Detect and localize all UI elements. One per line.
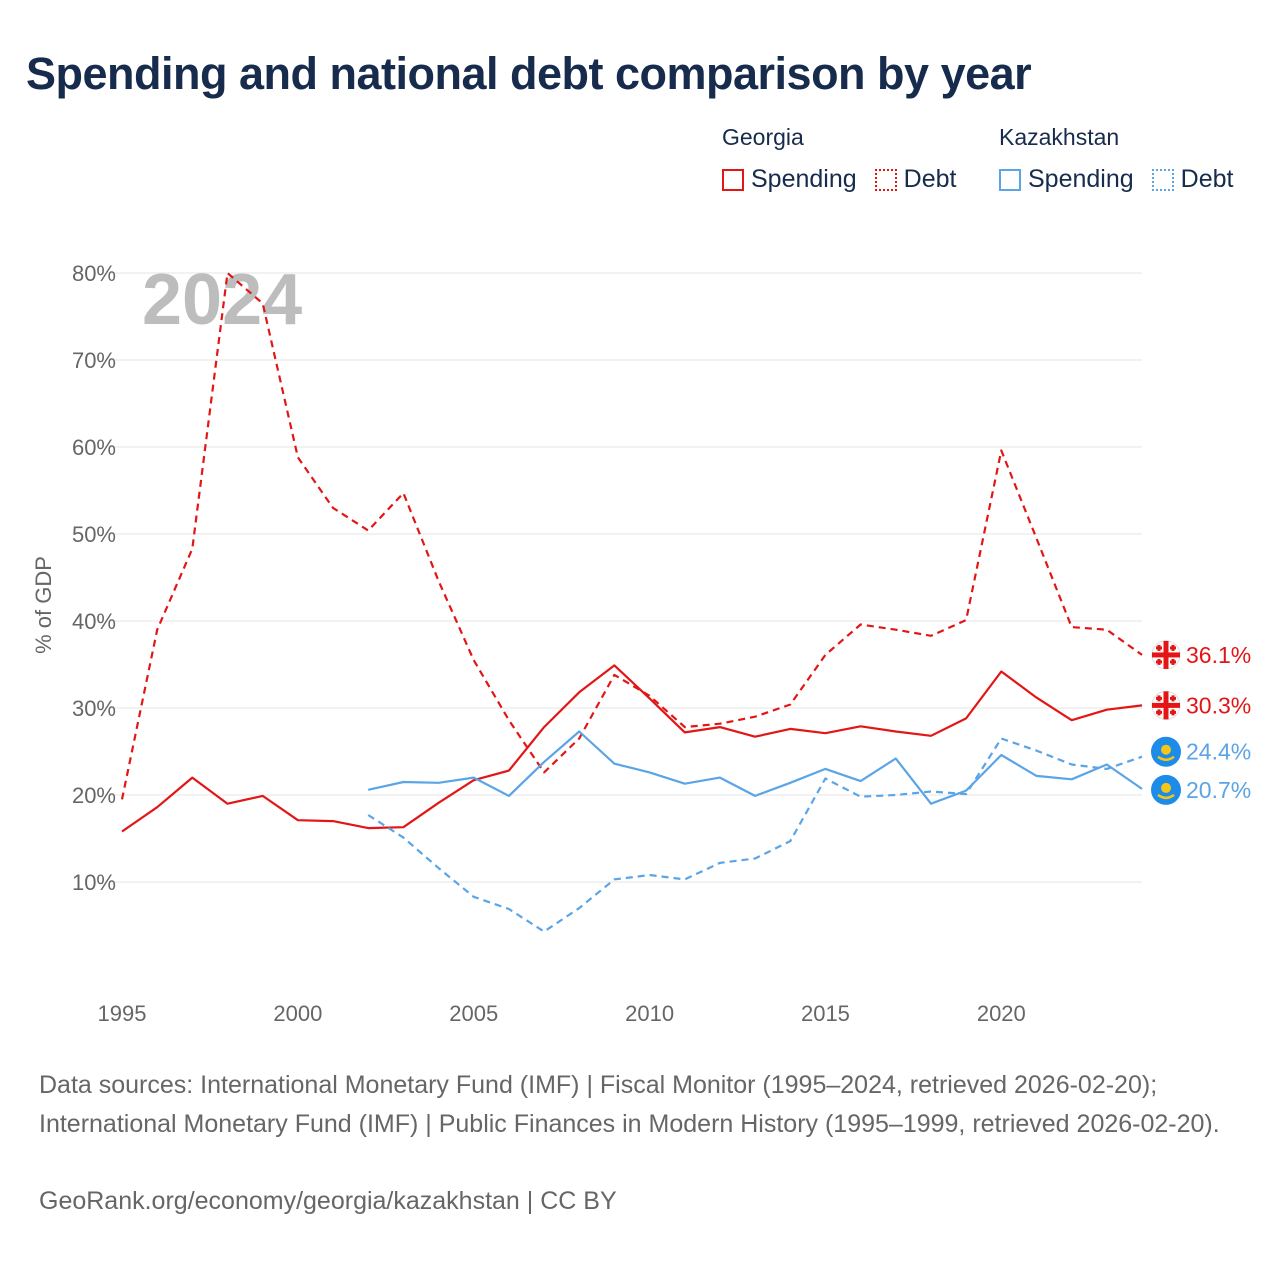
legend-kazakhstan-title: Kazakhstan [999, 124, 1120, 150]
end-label-georgia: 30.3% [1151, 690, 1251, 720]
end-label-kazakhstan: 24.4% [1151, 736, 1251, 767]
x-tick-label: 2010 [625, 1001, 674, 1026]
solid-line-swatch-icon [722, 168, 744, 191]
series-line-georgia-spending[interactable] [121, 664, 1143, 833]
legend-label: Debt [1180, 165, 1234, 193]
flag-small-cross [1170, 696, 1176, 700]
x-tick-label: 2000 [273, 1001, 322, 1026]
end-label-georgia: 36.1% [1151, 640, 1251, 670]
flag-eagle [1157, 793, 1175, 800]
end-value-label: 20.7% [1186, 777, 1251, 803]
y-tick-label: 50% [72, 522, 116, 547]
x-tick-label: 1995 [98, 1001, 147, 1026]
y-tick-label: 80% [72, 261, 116, 286]
legend-georgia-title: Georgia [722, 124, 804, 150]
x-tick-label: 2020 [977, 1001, 1026, 1026]
end-label-kazakhstan: 20.7% [1151, 774, 1251, 805]
series-line-kazakhstan-spending[interactable] [367, 730, 1143, 805]
legend-label: Spending [751, 165, 857, 193]
series-line-georgia-debt[interactable] [120, 271, 1143, 800]
legend-label: Spending [1028, 165, 1134, 193]
y-tick-label: 10% [72, 870, 116, 895]
legend-kazakhstan-spending[interactable]: Spending [999, 165, 1134, 194]
y-tick-label: 70% [72, 348, 116, 373]
flag-sun [1161, 782, 1171, 793]
end-value-label: 30.3% [1186, 692, 1251, 718]
solid-line-swatch-icon [999, 168, 1021, 191]
credit-link[interactable]: GeoRank.org/economy/georgia/kazakhstan |… [39, 1187, 617, 1215]
page-title: Spending and national debt comparison by… [26, 48, 1032, 99]
y-tick-label: 40% [72, 609, 116, 634]
legend-label: Debt [903, 165, 957, 193]
y-tick-label: 60% [72, 435, 116, 460]
legend-georgia-spending[interactable]: Spending [722, 165, 857, 194]
legend-kazakhstan: Kazakhstan Spending Debt [999, 124, 1233, 194]
y-tick-label: 30% [72, 696, 116, 721]
legend-georgia: Georgia Spending Debt [722, 124, 956, 194]
flag-cross-v [1163, 640, 1169, 669]
year-watermark: 2024 [142, 260, 302, 340]
flag-small-cross [1170, 660, 1176, 664]
flag-cross-v [1163, 691, 1169, 720]
flag-small-cross [1170, 710, 1176, 714]
series-line-kazakhstan-debt[interactable] [367, 737, 1143, 933]
y-tick-label: 20% [72, 783, 116, 808]
dotted-line-swatch-icon [874, 168, 897, 191]
flag-small-cross [1156, 646, 1162, 650]
dotted-line-swatch-icon [1151, 168, 1174, 191]
flag-small-cross [1156, 660, 1162, 664]
flag-small-cross [1170, 646, 1176, 650]
flag-small-cross [1156, 696, 1162, 700]
legend-georgia-debt[interactable]: Debt [874, 165, 957, 194]
line-chart: 10% 20% 30% 40% 50% 60% 70% 80% 1995 2000 2005 201… [31, 260, 1251, 1026]
flag-eagle [1157, 755, 1175, 761]
y-axis-label: % of GDP [31, 556, 56, 654]
x-tick-label: 2015 [801, 1001, 850, 1026]
data-sources: Data sources: International Monetary Fun… [39, 1071, 1220, 1138]
end-value-label: 36.1% [1186, 642, 1251, 668]
flag-small-cross [1156, 710, 1162, 714]
flag-sun [1161, 744, 1171, 755]
x-tick-label: 2005 [449, 1001, 498, 1026]
legend-kazakhstan-debt[interactable]: Debt [1151, 165, 1234, 194]
end-value-label: 24.4% [1186, 739, 1251, 765]
